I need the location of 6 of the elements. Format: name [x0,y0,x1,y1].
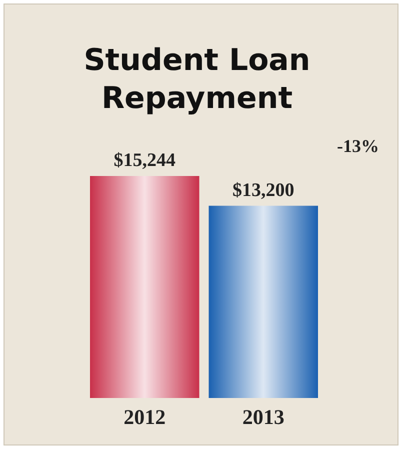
chart-title: Student Loan Repayment [84,43,310,116]
data-label: $15,244 [114,150,176,171]
x-tick-label: 2013 [242,405,284,429]
text: -13% [337,136,379,156]
data-label: $13,200 [232,180,294,201]
x-tick-label: 2012 [124,405,166,429]
